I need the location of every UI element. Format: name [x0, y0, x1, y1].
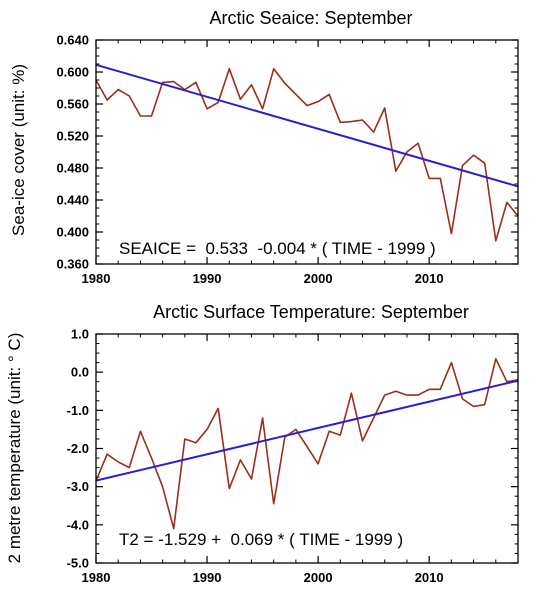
- temperature-y-tick-label: -3.0: [67, 479, 89, 494]
- seaice-observed-line: [95, 68, 519, 242]
- seaice-series: [95, 63, 519, 242]
- temperature-ticks: [95, 333, 519, 564]
- seaice-tick-labels: 1980 1990 2000 2010 0.360 0.400 0.440 0.480 0.52…: [56, 33, 443, 287]
- temperature-y-tick-label: -2.0: [67, 441, 89, 456]
- temperature-x-tick-label: 2010: [415, 570, 444, 585]
- seaice-plot-frame: [95, 39, 519, 265]
- seaice-y-tick-label: 0.600: [56, 65, 89, 80]
- seaice-y-tick-label: 0.440: [56, 193, 89, 208]
- temperature-plot-frame: [95, 333, 519, 564]
- temperature-y-tick-label: -1.0: [67, 403, 89, 418]
- seaice-ticks: [95, 39, 519, 265]
- temperature-x-tick-label: 1990: [193, 570, 222, 585]
- seaice-y-tick-label: 0.400: [56, 225, 89, 240]
- temperature-y-tick-label: 0.0: [71, 365, 89, 380]
- temperature-tick-labels: 1980 1990 2000 2010 -5.0 -4.0 -3.0 -2.0 -1.0 0.0 1…: [67, 327, 444, 586]
- temperature-regression-equation: T2 = -1.529 + 0.069 * ( TIME - 1999 ): [119, 530, 403, 549]
- seaice-y-tick-label: 0.520: [56, 129, 89, 144]
- seaice-y-axis-label: Sea-ice cover (unit: %): [9, 64, 28, 236]
- seaice-x-tick-label: 1990: [193, 271, 222, 286]
- temperature-y-tick-label: -5.0: [67, 556, 89, 571]
- seaice-panel: Arctic Seaice: September Sea-ice cover (…: [9, 8, 519, 287]
- temperature-y-tick-label: -4.0: [67, 517, 89, 532]
- seaice-y-tick-label: 0.640: [56, 33, 89, 48]
- temperature-y-axis-label: 2 metre temperature (unit: ° C): [5, 333, 24, 564]
- seaice-chart-title: Arctic Seaice: September: [209, 8, 412, 28]
- seaice-trend-line: [95, 63, 519, 188]
- temperature-x-tick-label: 2000: [304, 570, 333, 585]
- temperature-observed-line: [95, 357, 519, 530]
- temperature-y-tick-label: 1.0: [71, 327, 89, 342]
- seaice-y-tick-label: 0.560: [56, 97, 89, 112]
- temperature-trend-line: [95, 379, 519, 482]
- seaice-y-tick-label: 0.360: [56, 257, 89, 272]
- seaice-x-tick-label: 1980: [82, 271, 111, 286]
- seaice-regression-equation: SEAICE = 0.533 -0.004 * ( TIME - 1999 ): [119, 239, 436, 258]
- seaice-x-tick-label: 2010: [415, 271, 444, 286]
- seaice-y-tick-label: 0.480: [56, 161, 89, 176]
- temperature-chart-title: Arctic Surface Temperature: September: [153, 302, 469, 322]
- temperature-panel: Arctic Surface Temperature: September 2 …: [5, 302, 519, 586]
- temperature-x-tick-label: 1980: [82, 570, 111, 585]
- seaice-x-tick-label: 2000: [304, 271, 333, 286]
- temperature-series: [95, 357, 519, 530]
